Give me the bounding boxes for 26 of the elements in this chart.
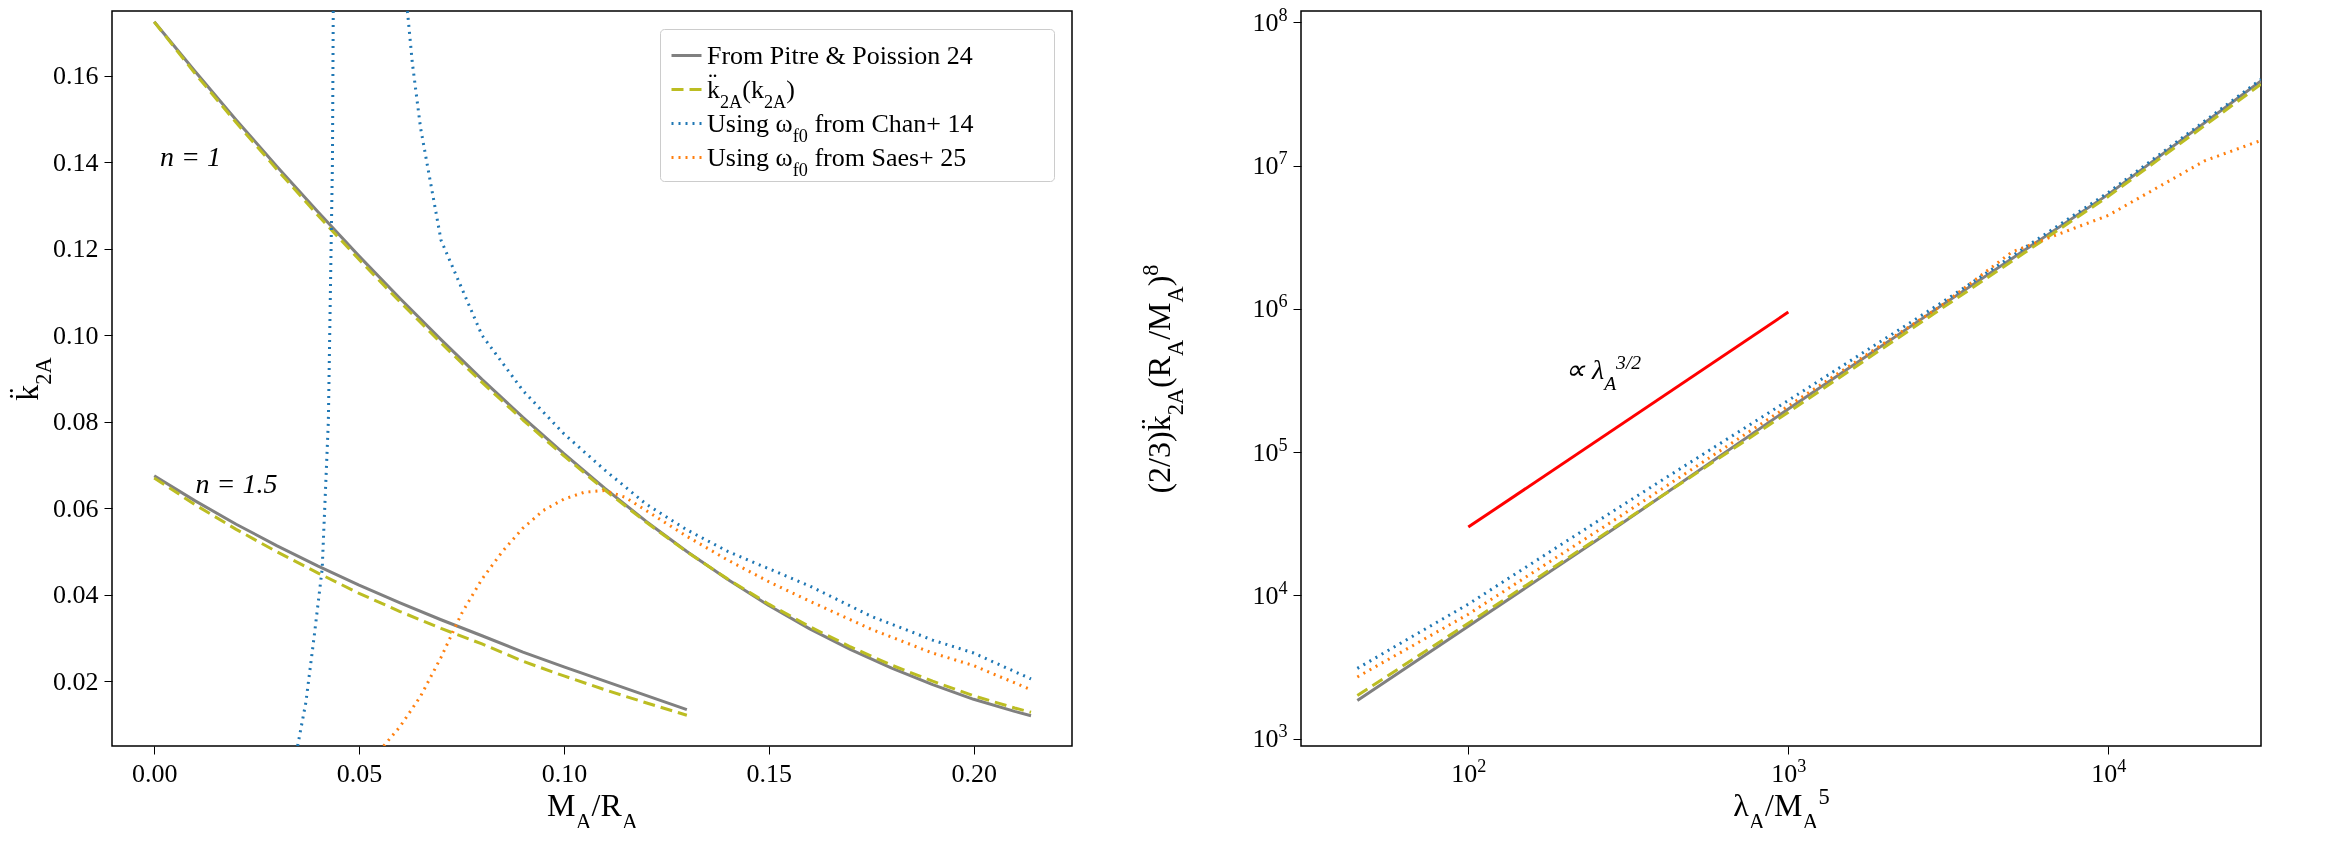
y-tick-label: 0.14 xyxy=(53,147,99,177)
y-tick-label: 10$^{7}$ xyxy=(1252,148,1288,181)
y-tick-label: 0.10 xyxy=(53,320,99,350)
x-tick-label: 0.20 xyxy=(951,758,997,788)
x-tick-label: 10$^{3}$ xyxy=(1771,755,1807,788)
y-tick-label: 0.02 xyxy=(53,666,99,696)
x-tick-label: 10$^{2}$ xyxy=(1451,755,1487,788)
x-tick-label: 0.05 xyxy=(336,758,383,788)
y-tick-label: 10$^{5}$ xyxy=(1252,434,1288,467)
y-tick-label: 10$^{6}$ xyxy=(1252,291,1288,324)
y-tick-label: 0.12 xyxy=(53,234,99,264)
y-tick-label: 10$^{4}$ xyxy=(1252,577,1288,610)
annotation: n = 1.5 xyxy=(195,468,278,500)
y-tick-label: 0.08 xyxy=(53,407,99,437)
annotation: n = 1 xyxy=(160,141,221,172)
x-axis-title: M$_{A}$/R$_{A}$ xyxy=(546,786,639,833)
legend-label: From Pitre & Poission 24 xyxy=(707,40,973,70)
x-tick-label: 0.10 xyxy=(541,758,588,788)
y-tick-label: 0.16 xyxy=(53,61,99,91)
x-tick-label: 0.15 xyxy=(746,758,793,788)
x-tick-label: 10$^{4}$ xyxy=(2091,755,2127,788)
y-tick-label: 0.04 xyxy=(53,580,99,610)
x-tick-label: 0.00 xyxy=(131,758,178,788)
y-tick-label: 10$^{3}$ xyxy=(1252,721,1288,754)
y-tick-label: 10$^{8}$ xyxy=(1252,4,1288,37)
y-tick-label: 0.06 xyxy=(53,493,99,523)
